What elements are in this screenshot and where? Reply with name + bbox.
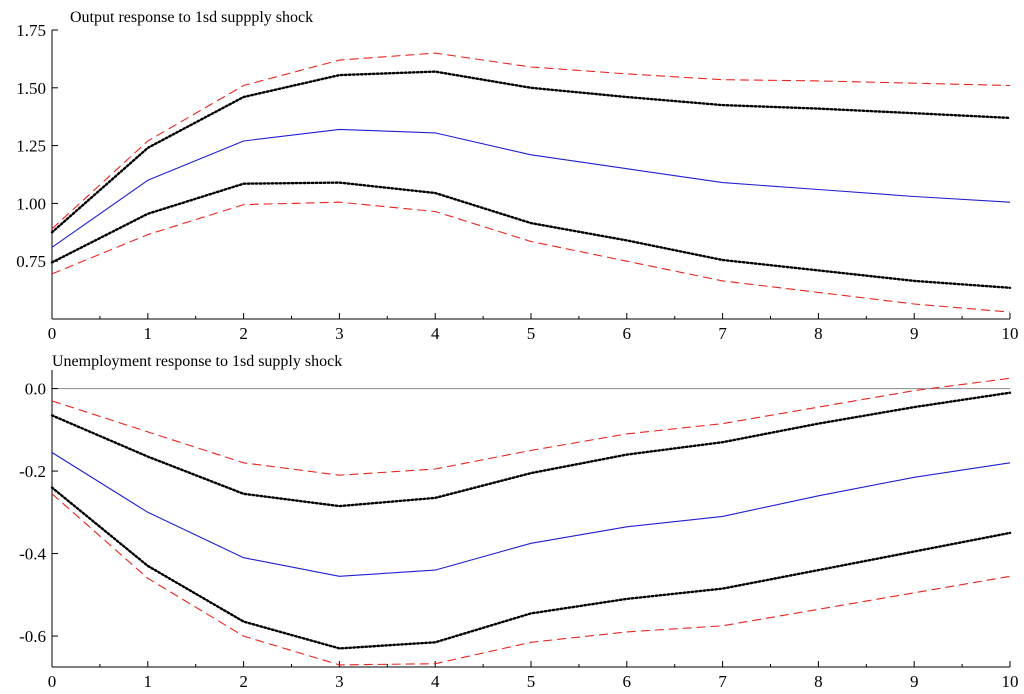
series-line-dashed-5 xyxy=(51,201,1011,313)
x-tick-label: 5 xyxy=(527,672,536,691)
series-line-dotted-4 xyxy=(50,486,1012,650)
x-tick-label: 9 xyxy=(910,324,919,343)
series-line-solid-3 xyxy=(51,128,1011,248)
series-line-solid-3 xyxy=(51,452,1011,577)
series-line-dashed-1 xyxy=(51,52,1011,230)
y-tick-label: 0.75 xyxy=(16,252,46,271)
x-tick-label: 4 xyxy=(431,672,440,691)
x-tick-label: 10 xyxy=(1002,672,1019,691)
series-line-dotted-4 xyxy=(50,181,1012,289)
y-tick-label: 0.0 xyxy=(25,380,46,399)
y-tick-label: -0.2 xyxy=(19,462,46,481)
y-tick-label: 1.75 xyxy=(16,21,46,40)
x-tick-label: 8 xyxy=(814,324,823,343)
series-line-dotted-2 xyxy=(50,391,1012,508)
x-tick-label: 7 xyxy=(718,672,727,691)
y-tick-label: -0.4 xyxy=(19,545,46,564)
x-tick-label: 6 xyxy=(623,324,632,343)
x-tick-label: 1 xyxy=(144,324,153,343)
chart-title: Output response to 1sd suppply shock xyxy=(70,9,313,26)
series-line-dashed-5 xyxy=(51,493,1011,666)
chart-panel-2: Unemployment response to 1sd supply shoc… xyxy=(19,353,1018,691)
series-line-dotted-2 xyxy=(50,70,1012,234)
x-tick-label: 0 xyxy=(48,324,57,343)
x-tick-label: 5 xyxy=(527,324,536,343)
x-tick-label: 4 xyxy=(431,324,440,343)
x-tick-label: 8 xyxy=(814,672,823,691)
x-tick-label: 2 xyxy=(239,672,248,691)
y-tick-label: 1.25 xyxy=(16,137,46,156)
x-tick-label: 7 xyxy=(718,324,727,343)
x-tick-label: 3 xyxy=(335,672,344,691)
x-tick-label: 3 xyxy=(335,324,344,343)
chart-title: Unemployment response to 1sd supply shoc… xyxy=(52,353,342,370)
y-tick-label: -0.6 xyxy=(19,627,46,646)
series-line-dashed-1 xyxy=(51,377,1011,476)
x-tick-label: 6 xyxy=(623,672,632,691)
y-tick-label: 1.00 xyxy=(16,194,46,213)
x-tick-label: 9 xyxy=(910,672,919,691)
x-tick-label: 10 xyxy=(1002,324,1019,343)
chart-panel-1: Output response to 1sd suppply shock 0 1 2 3… xyxy=(16,9,1018,343)
x-tick-label: 1 xyxy=(144,672,153,691)
x-tick-label: 0 xyxy=(48,672,57,691)
y-tick-label: 1.50 xyxy=(16,79,46,98)
x-tick-label: 2 xyxy=(239,324,248,343)
